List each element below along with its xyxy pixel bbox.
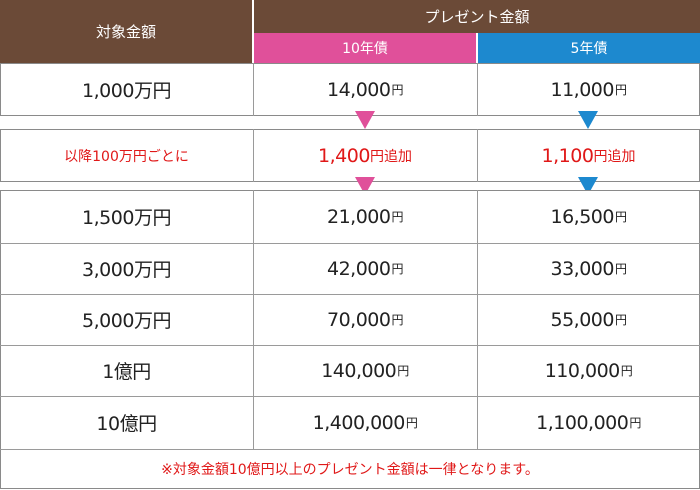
arrow-down-10year-icon <box>355 111 375 129</box>
first-row-target: 1,000万円 <box>82 80 171 102</box>
first-row-10year-value: 14,000 円 <box>327 78 403 101</box>
main-table <box>0 190 700 489</box>
header-target-cell: 対象金額 <box>0 0 252 63</box>
header-5year-cell: 5年債 <box>478 33 700 63</box>
table-row-10year-value: 21,000 円 <box>327 205 403 228</box>
header-10year-cell: 10年債 <box>254 33 476 63</box>
table-row-5year-value: 16,500 円 <box>550 205 627 228</box>
table-row-target: 1,500万円 <box>82 207 171 229</box>
table-row-target: 10億円 <box>96 413 157 435</box>
header-5year-label: 5年債 <box>570 41 608 57</box>
increment-label: 以降100万円ごとに <box>64 148 189 165</box>
table-row-10year-value: 70,000 円 <box>327 308 403 331</box>
table-row-target: 5,000万円 <box>82 310 171 332</box>
increment-row <box>0 129 700 182</box>
header-present-label: プレゼント金額 <box>424 8 530 26</box>
table-row-10year-value: 42,000 円 <box>327 257 403 280</box>
increment-10year-value: 1,400 円追加 <box>318 144 412 167</box>
table-row-10year-value: 140,000 円 <box>321 359 409 382</box>
footnote: ※対象金額10億円以上のプレゼント金額は一律となります。 <box>161 462 539 478</box>
table-row-target: 1億円 <box>102 361 151 383</box>
table-row-5year-value: 1,100,000 円 <box>536 411 641 434</box>
header-10year-label: 10年債 <box>342 41 388 57</box>
table-row-10year-value: 1,400,000 円 <box>312 411 418 434</box>
header-present-cell: プレゼント金額 <box>254 0 700 33</box>
first-row <box>0 63 700 116</box>
increment-5year-value: 1,100 円追加 <box>541 144 636 167</box>
first-row-5year-value: 11,000 円 <box>550 78 627 101</box>
table-row-5year-value: 55,000 円 <box>550 308 627 331</box>
arrow-down-5year-icon <box>578 111 598 129</box>
table-row-target: 3,000万円 <box>82 259 171 281</box>
table-row-5year-value: 110,000 円 <box>544 359 633 382</box>
header-target-label: 対象金額 <box>95 23 156 41</box>
table-row-5year-value: 33,000 円 <box>550 257 627 280</box>
